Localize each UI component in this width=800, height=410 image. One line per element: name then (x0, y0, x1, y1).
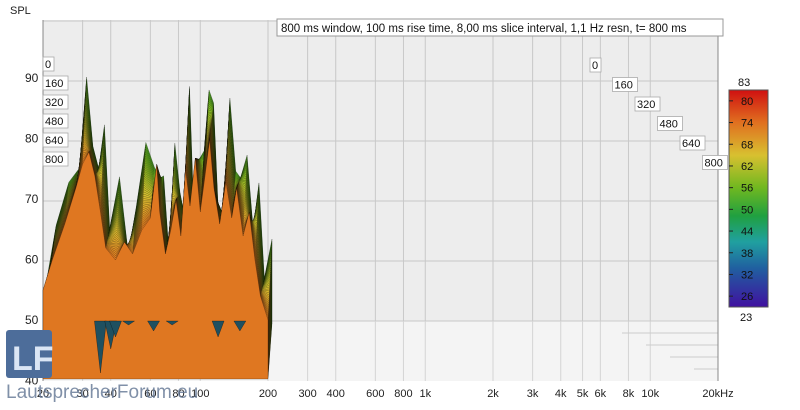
y-tick-label: 70 (25, 192, 39, 206)
x-tick-label: 6k (595, 388, 607, 400)
colorbar-tick-label: 68 (741, 139, 753, 151)
time-tick-box (657, 116, 683, 131)
x-tick-label: 8k (623, 388, 635, 400)
y-tick-label: 60 (25, 253, 39, 267)
colorbar-tick-label: 26 (741, 291, 753, 303)
time-tick-label-left: 640 (45, 135, 63, 147)
time-tick-box (634, 96, 661, 112)
time-tick-label-right: 640 (682, 138, 700, 150)
colorbar-tick-label: 44 (741, 226, 753, 238)
waterfall-dip (233, 320, 247, 332)
colorbar: 83 23 80 74 68 62 56 50 44 38 32 26 (728, 77, 769, 324)
time-tick-label-right: 480 (660, 119, 678, 131)
x-tick-label: 10k (641, 388, 659, 400)
waterfall-dip (109, 320, 122, 338)
x-tick-label: 800 (394, 388, 412, 400)
time-tick-box (42, 75, 69, 91)
time-tick-label-right: 800 (705, 158, 723, 170)
x-tick-label: 60 (144, 388, 156, 400)
x-tick-label: 600 (366, 388, 384, 400)
colorbar-tick-label: 50 (741, 204, 753, 216)
info-text: 800 ms window, 100 ms rise time, 8,00 ms… (281, 23, 687, 35)
colorbar-tick-label: 38 (741, 248, 753, 260)
y-tick-label: 90 (25, 71, 39, 85)
x-tick-label: 4k (555, 388, 567, 400)
y-axis-label: SPL (10, 5, 31, 17)
time-tick-label-left: 480 (45, 116, 63, 128)
time-tick-label-left: 320 (45, 97, 63, 109)
x-tick-label: 300 (298, 388, 316, 400)
time-tick-label-right: 0 (592, 60, 598, 72)
x-tick-label: 200 (259, 388, 277, 400)
colorbar-min-label: 23 (740, 312, 752, 324)
y-tick-label: 50 (25, 313, 39, 327)
waterfall-dip (211, 320, 225, 338)
time-tick-box (589, 57, 602, 73)
time-tick-box (42, 151, 69, 167)
x-tick-label: 1k (419, 388, 431, 400)
axis-labels: 20 30 40 60 80 100 200 300 400 600 800 1k 2k 3k 4k 5k 6k… (25, 56, 734, 400)
logo-text: LautsprecherForum.eu (6, 382, 198, 403)
logo: LF LautsprecherForum.eu (6, 330, 198, 403)
x-tick-label: 100 (191, 388, 209, 400)
time-tick-box (702, 155, 728, 170)
time-tick-box (42, 113, 69, 129)
colorbar-tick-label: 74 (741, 118, 753, 130)
x-tick-label: 3k (527, 388, 539, 400)
x-tick-label: 20kHz (702, 388, 733, 400)
time-tick-box (42, 132, 69, 148)
time-tick-label-left: 0 (45, 59, 51, 71)
time-tick-box (612, 77, 638, 92)
logo-mark-text: LF (12, 340, 54, 378)
x-tick-label: 5k (577, 388, 589, 400)
colorbar-gradient (728, 89, 769, 308)
time-tick-label-right: 320 (637, 99, 655, 111)
x-tick-label: 2k (487, 388, 499, 400)
waterfall-surface (42, 77, 273, 380)
waterfall-dip (165, 320, 179, 326)
colorbar-tick-label: 62 (741, 161, 753, 173)
x-tick-label: 40 (105, 388, 117, 400)
waterfall-dip (121, 320, 136, 326)
colorbar-tick-label: 80 (741, 96, 753, 108)
logo-mark (6, 330, 52, 378)
y-tick-label: 80 (25, 132, 39, 146)
waterfall-dip (147, 320, 160, 332)
colorbar-tick-label: 56 (741, 183, 753, 195)
colorbar-tick-label: 32 (741, 269, 753, 281)
time-tick-box (679, 135, 706, 151)
x-tick-label: 80 (172, 388, 184, 400)
waterfall-dip (94, 320, 107, 374)
x-tick-label: 400 (327, 388, 345, 400)
colorbar-max-label: 83 (738, 77, 750, 89)
time-tick-box (42, 56, 55, 72)
time-tick-label-left: 160 (45, 78, 63, 90)
time-tick-label-left: 800 (45, 154, 63, 166)
x-tick-label: 30 (76, 388, 88, 400)
time-tick-label-right: 160 (615, 80, 633, 92)
waterfall-slice (42, 139, 269, 380)
x-tick-label: 20 (37, 388, 49, 400)
info-box (276, 18, 724, 37)
time-tick-box (42, 94, 69, 110)
